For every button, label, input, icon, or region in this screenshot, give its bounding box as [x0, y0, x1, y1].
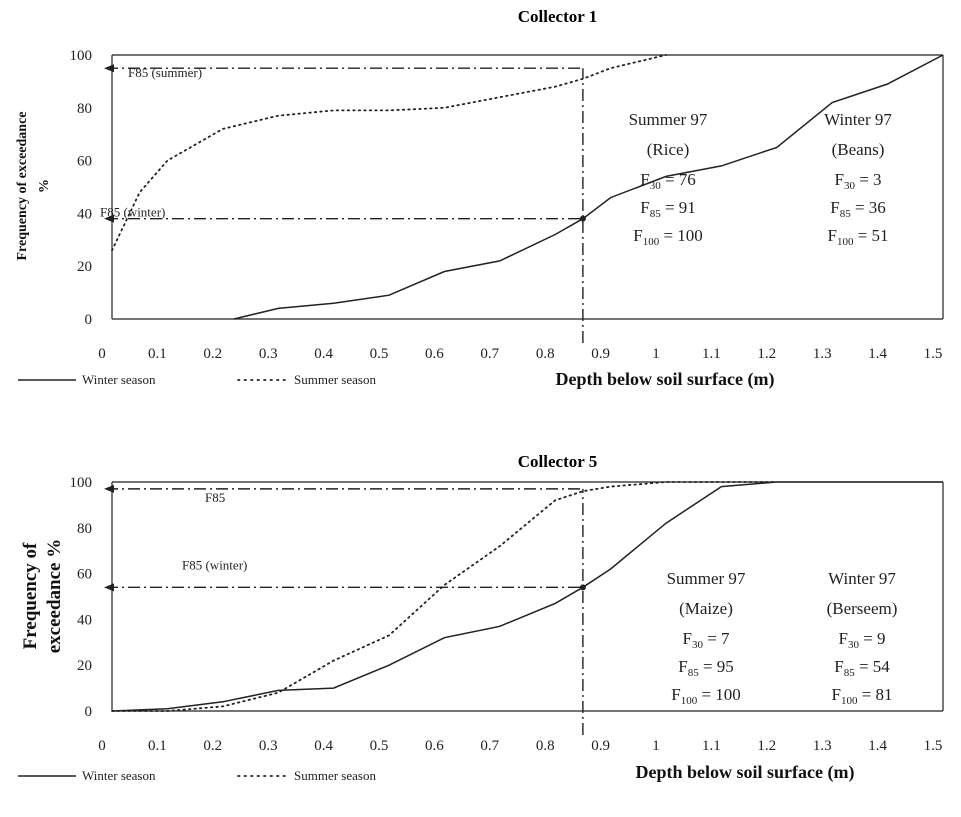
x-tick-label: 0.5	[370, 738, 389, 754]
chart-panel-2: Collector 5 0 20 40 60 80 100 0 0.1 0.2 0.3 0.4 0.5 0…	[18, 452, 944, 783]
arrow-winter	[104, 214, 114, 223]
y-tick-label: 40	[77, 206, 92, 222]
x-tick-label: 0.1	[148, 346, 167, 362]
x-tick-label: 0.9	[591, 346, 610, 362]
y-tick-label: 60	[77, 154, 92, 170]
x-tick-label: 0.8	[536, 738, 555, 754]
series-line-winter-season	[111, 481, 943, 712]
legend-label-summer: Summer season	[294, 372, 376, 387]
x-axis-label: Depth below soil surface (m)	[556, 369, 775, 390]
arrow-summer	[104, 64, 114, 73]
y-tick-label: 60	[77, 567, 92, 583]
x-tick-label: 0.7	[480, 346, 499, 362]
y-tick-label: 0	[85, 704, 93, 720]
guide-label-winter: F85 (winter)	[182, 557, 247, 572]
x-tick-label: 0.4	[314, 346, 333, 362]
annotation-summer-f85: F85 = 91	[640, 198, 696, 220]
annotation-winter-f85: F85 = 36	[830, 198, 886, 220]
y-tick-label: 100	[70, 475, 93, 491]
y-axis-label: %	[37, 179, 52, 193]
y-axis-label: Frequency of exceedance	[15, 111, 30, 260]
chart-title: Collector 5	[518, 452, 597, 471]
series-line-winter-season	[233, 54, 944, 320]
annotation-summer-f85: F85 = 95	[678, 657, 734, 679]
y-tick-label: 20	[77, 259, 92, 275]
series-line-summer-season	[111, 54, 667, 252]
arrow-summer	[104, 484, 114, 493]
x-tick-label: 0.7	[480, 738, 499, 754]
guide-label-summer: F85 (summer)	[128, 65, 202, 80]
annotation-winter-f30: F30 = 9	[838, 629, 885, 651]
x-tick-label: 1.4	[868, 738, 887, 754]
x-tick-label: 0.2	[203, 346, 222, 362]
x-tick-label: 1.5	[924, 346, 943, 362]
chart-title: Collector 1	[518, 7, 597, 26]
y-axis-label: Frequency of	[20, 542, 41, 649]
x-tick-label: 1.1	[702, 738, 721, 754]
legend-label-winter: Winter season	[82, 372, 156, 387]
x-axis-label: Depth below soil surface (m)	[636, 762, 855, 783]
x-tick-label: 1.1	[702, 346, 721, 362]
y-tick-label: 80	[77, 101, 92, 117]
x-tick-label: 1.2	[757, 738, 776, 754]
annotation-summer-f100: F100 = 100	[671, 685, 741, 707]
annotation-summer-crop: (Maize)	[679, 599, 733, 618]
x-tick-label: 1	[652, 346, 660, 362]
x-tick-label: 1.5	[924, 738, 943, 754]
x-tick-label: 0.4	[314, 738, 333, 754]
annotation-winter-header: Winter 97	[828, 569, 896, 588]
guide-label-summer: F85	[205, 490, 225, 505]
x-tick-label: 1.3	[813, 346, 832, 362]
y-tick-label: 40	[77, 612, 92, 628]
annotation-winter-crop: (Beans)	[832, 140, 885, 159]
annotation-summer-header: Summer 97	[629, 110, 708, 129]
x-tick-label: 0.9	[591, 738, 610, 754]
x-tick-label: 1.3	[813, 738, 832, 754]
annotation-winter-crop: (Berseem)	[827, 599, 898, 618]
annotation-winter-f30: F30 = 3	[834, 170, 881, 192]
x-tick-label: 1.2	[757, 346, 776, 362]
legend-label-winter: Winter season	[82, 768, 156, 783]
annotation-summer-header: Summer 97	[667, 569, 746, 588]
x-tick-label: 1	[652, 738, 660, 754]
annotation-winter-f100: F100 = 51	[827, 226, 888, 248]
series-line-summer-season	[111, 481, 778, 712]
annotation-summer-f30: F30 = 76	[640, 170, 696, 192]
x-tick-label: 0	[98, 738, 106, 754]
annotation-summer-crop: (Rice)	[647, 140, 689, 159]
x-tick-label: 0.6	[425, 738, 444, 754]
x-tick-label: 0.8	[536, 346, 555, 362]
annotation-summer-f100: F100 = 100	[633, 226, 703, 248]
x-tick-label: 0.3	[259, 738, 278, 754]
x-tick-label: 1.4	[868, 346, 887, 362]
guide-label-winter: F85 (winter)	[100, 205, 165, 220]
annotation-winter-f100: F100 = 81	[831, 685, 892, 707]
y-tick-label: 80	[77, 521, 92, 537]
chart-panel-1: Collector 1 0 20 40 60 80 100 0 0.1 0.2 0.3 0.4 0.5 0…	[15, 7, 944, 390]
y-axis-label: exceedance %	[44, 539, 65, 653]
annotation-winter-f85: F85 = 54	[834, 657, 890, 679]
x-tick-label: 0.5	[370, 346, 389, 362]
y-tick-label: 100	[70, 48, 93, 64]
x-tick-label: 0.1	[148, 738, 167, 754]
annotation-summer-f30: F30 = 7	[682, 629, 730, 651]
arrow-winter	[104, 583, 114, 592]
x-tick-label: 0.3	[259, 346, 278, 362]
y-tick-label: 0	[85, 312, 93, 328]
x-tick-label: 0.2	[203, 738, 222, 754]
annotation-winter-header: Winter 97	[824, 110, 892, 129]
y-tick-label: 20	[77, 658, 92, 674]
x-tick-label: 0.6	[425, 346, 444, 362]
legend-label-summer: Summer season	[294, 768, 376, 783]
x-tick-label: 0	[98, 346, 106, 362]
